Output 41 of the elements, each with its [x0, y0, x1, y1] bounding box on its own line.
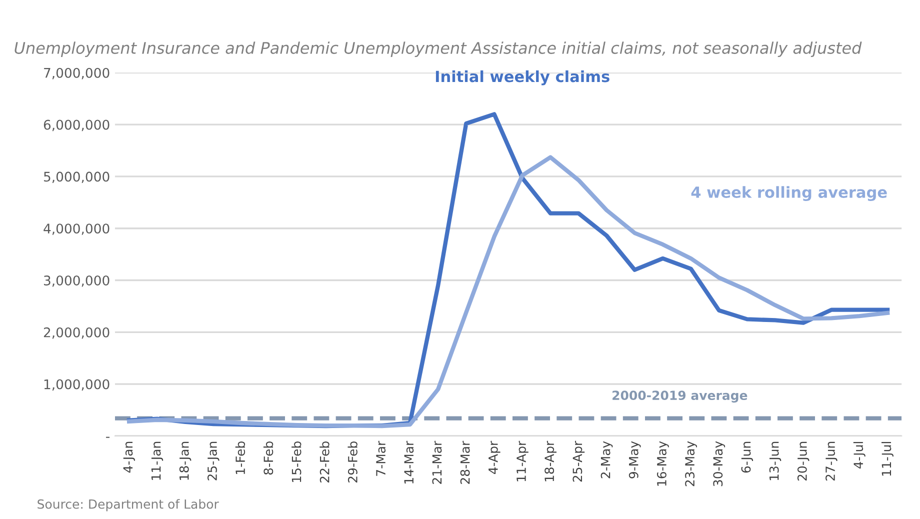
x-tick-label: 6-Jun [741, 442, 754, 473]
x-tick-label: 4-Jul [853, 442, 866, 468]
x-tick-label: 29-Feb [348, 442, 358, 482]
text: Initial weekly claims [436, 70, 610, 86]
x-tick-label: 27-Jun [826, 442, 838, 481]
x-tick-label: 20-Jun [797, 442, 810, 481]
x-tick-label: 8-Feb [263, 442, 274, 475]
y-tick-label: 4,000,000 [44, 224, 110, 235]
y-tick-label: 3,000,000 [44, 275, 110, 287]
y-tick-label: 2,000,000 [44, 327, 110, 339]
x-tick-label: 7-Mar [376, 440, 386, 476]
x-tick-label: 4-Apr [488, 440, 500, 474]
x-tick-label: 22-Feb [320, 442, 330, 482]
y-tick-label: 7,000,000 [44, 68, 110, 80]
x-tick-label: 9-May [628, 441, 641, 478]
chart-title: Unemployment Insurance and Pandemic Unemployment Assistance initial claims, not seasonally adjusted [14, 42, 862, 58]
x-tick-label: 25-Apr [572, 440, 585, 482]
y-tick-label: 6,000,000 [44, 120, 110, 132]
text: 4 week rolling average [691, 186, 887, 202]
x-tick-label: 1-Feb [235, 442, 246, 474]
x-tick-label: 13-Jun [769, 442, 782, 480]
x-tick-label: 16-May [656, 441, 669, 486]
x-tick-label: 30-May [713, 441, 726, 486]
x-tick-label: 28-Mar [460, 440, 470, 484]
x-tick-label: 23-May [685, 441, 697, 486]
y-tick-label: - [106, 436, 110, 438]
y-tick-label: 1,000,000 [44, 379, 110, 391]
y-tick-label: 5,000,000 [44, 172, 110, 184]
x-tick-label: 18-Jan [179, 442, 192, 480]
x-tick-label: 4-Jan [123, 442, 135, 473]
x-tick-label: 11-Jul [882, 442, 894, 476]
x-tick-label: 11-Apr [516, 440, 528, 482]
x-tick-label: 14-Mar [404, 440, 414, 484]
ref-line-label: 2000-2019 average [612, 390, 748, 403]
x-tick-label: 25-Jan [207, 442, 220, 480]
x-tick-label: 18-Apr [544, 440, 556, 482]
x-tick-label: 15-Feb [292, 442, 302, 482]
x-tick-label: 21-Mar [432, 440, 442, 484]
source-note: Source: Department of Labor [38, 499, 219, 512]
x-tick-label: 2-May [600, 441, 613, 478]
x-tick-label: 11-Jan [151, 442, 164, 480]
